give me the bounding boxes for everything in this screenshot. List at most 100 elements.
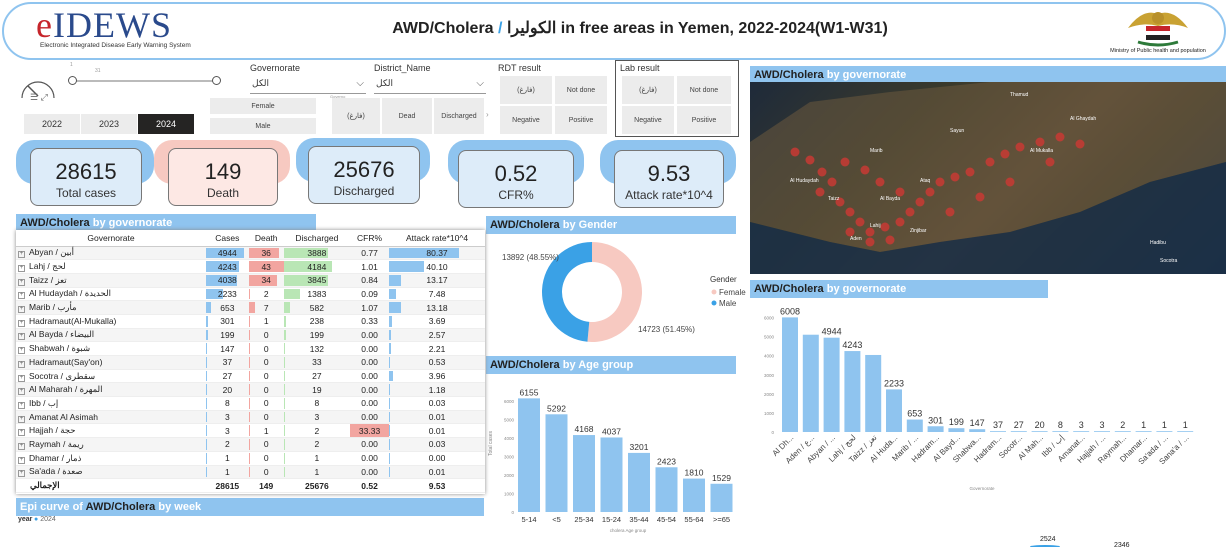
expand-icon[interactable]: + xyxy=(18,470,25,478)
year-2022-button[interactable]: 2022 xyxy=(24,114,80,134)
district-dropdown[interactable]: الكل ⌵ xyxy=(374,78,486,94)
table-header-3[interactable]: Discharged xyxy=(283,230,351,247)
filter-icon[interactable]: ☰ ⤢ xyxy=(30,92,48,102)
table-cell: 2 xyxy=(248,287,284,302)
table-databar xyxy=(283,466,285,478)
expand-icon[interactable]: + xyxy=(18,292,25,300)
table-cell: 0.00 xyxy=(350,396,390,411)
table-total-cell: 9.53 xyxy=(389,478,485,493)
table-header-0[interactable]: Governorate xyxy=(16,230,206,247)
table-row[interactable]: + Lahj / لحج 4243 43 4184 1.01 40.10 xyxy=(16,259,485,274)
week-slider-handle-left[interactable] xyxy=(68,76,77,85)
week-slider-track[interactable] xyxy=(70,80,216,82)
back-gauge-icon[interactable] xyxy=(18,66,58,106)
governorate-dropdown[interactable]: الكل ⌵ xyxy=(250,78,366,94)
table-row[interactable]: + Sa'ada / صعدة 1 0 1 0.00 0.01 xyxy=(16,465,485,480)
rdt-notdone-tile[interactable]: Not done xyxy=(555,76,607,104)
age-bar-label: 4037 xyxy=(602,426,621,436)
table-row[interactable]: + Taizz / تعز 4038 34 3845 0.84 13.17 xyxy=(16,273,485,288)
lab-notdone-tile[interactable]: Not done xyxy=(677,76,731,104)
age-bar-label: 6155 xyxy=(520,387,539,397)
table-cell: 20 xyxy=(206,382,249,398)
expand-icon[interactable]: + xyxy=(18,415,25,423)
rdt-positive-tile[interactable]: Positive xyxy=(555,106,607,134)
expand-icon[interactable]: + xyxy=(18,442,25,450)
expand-icon[interactable]: + xyxy=(18,374,25,382)
expand-icon[interactable]: + xyxy=(18,456,25,464)
table-databar xyxy=(283,247,329,259)
table-row[interactable]: + Al Bayda / البيضاء 199 0 199 0.00 2.57 xyxy=(16,328,485,343)
lab-blank-tile[interactable]: (فارغ) xyxy=(622,76,674,104)
lab-positive-tile[interactable]: Positive xyxy=(677,106,731,134)
gov-bar xyxy=(1177,431,1194,432)
table-row[interactable]: + Al Hudaydah / الحديدة 2233 2 1383 0.09 7.48 xyxy=(16,287,485,302)
expand-icon[interactable]: + xyxy=(18,265,25,273)
age-category-label: 55-64 xyxy=(684,515,703,524)
gov-chart-section-header: AWD/Cholera by governorate xyxy=(750,280,1048,298)
expand-icon[interactable]: + xyxy=(18,319,25,327)
table-databar xyxy=(248,398,250,409)
table-cell: 199 xyxy=(206,328,249,343)
expand-icon[interactable]: + xyxy=(18,401,25,409)
age-bar-label: 3201 xyxy=(630,442,649,452)
year-2023-button[interactable]: 2023 xyxy=(81,114,137,134)
table-row[interactable]: + Raymah / ريمة 2 0 2 0.00 0.03 xyxy=(16,437,485,452)
table-total-cell: الإجمالي xyxy=(16,478,206,493)
expand-icon[interactable]: + xyxy=(18,429,25,437)
table-header-2[interactable]: Death xyxy=(248,230,284,247)
table-databar xyxy=(283,302,291,313)
table-row[interactable]: + Dhamar / ذمار 1 0 1 0.00 0.00 xyxy=(16,451,485,466)
expand-icon[interactable]: + xyxy=(18,251,25,259)
table-cell: 2.57 xyxy=(389,328,485,343)
lab-negative-tile[interactable]: Negative xyxy=(622,106,674,134)
gov-y-tick: 6000 xyxy=(764,316,775,321)
table-header-4[interactable]: CFR% xyxy=(350,230,390,247)
table-databar xyxy=(206,384,207,396)
outcome-discharged-tile[interactable]: Discharged xyxy=(434,98,484,134)
expand-icon[interactable]: + xyxy=(18,388,25,396)
age-category-label: 15-24 xyxy=(602,515,621,524)
table-row[interactable]: + Shabwah / شبوة 147 0 132 0.00 2.21 xyxy=(16,341,485,356)
gov-bar-label: 301 xyxy=(928,415,943,425)
expand-icon[interactable]: + xyxy=(18,347,25,355)
table-cell: 3 xyxy=(206,410,249,425)
outcome-blank-tile[interactable]: (فارغ) xyxy=(332,98,380,134)
table-row[interactable]: + Hajjah / حجة 3 1 2 33.33 0.01 xyxy=(16,423,485,439)
table-row[interactable]: + Amanat Al Asimah 3 0 3 0.00 0.01 xyxy=(16,410,485,425)
table-row[interactable]: + Hadramaut(Al-Mukalla) 301 1 238 0.33 3.69 xyxy=(16,314,485,329)
table-row[interactable]: + Ibb / إب 8 0 8 0.00 0.03 xyxy=(16,396,485,411)
gender-male-tile[interactable]: Male xyxy=(210,118,316,134)
expand-icon[interactable]: + xyxy=(18,333,25,341)
table-cell: 1.07 xyxy=(350,300,390,315)
table-row[interactable]: + Marib / مأرب 653 7 582 1.07 13.18 xyxy=(16,300,485,315)
table-cell: + Shabwah / شبوة xyxy=(16,341,206,356)
yemen-map[interactable]: Thamud Al Ghaydah Sayun Al Mukalla Marib Ataq… xyxy=(750,82,1226,274)
expand-icon[interactable]: + xyxy=(18,306,25,314)
map-place-label: Lahij xyxy=(870,223,881,229)
map-place-label: Taizz xyxy=(828,196,840,202)
rdt-negative-tile[interactable]: Negative xyxy=(500,106,552,134)
table-header-5[interactable]: Attack rate*10^4 xyxy=(389,230,485,247)
rdt-blank-tile[interactable]: (فارغ) xyxy=(500,76,552,104)
table-row[interactable]: + Socotra / سقطرى 27 0 27 0.00 3.96 xyxy=(16,369,485,384)
table-cell: 132 xyxy=(283,341,351,356)
expand-icon[interactable]: + xyxy=(18,278,25,286)
gov-bar xyxy=(969,429,986,432)
gender-female-tile[interactable]: Female xyxy=(210,98,316,114)
outcome-dead-tile[interactable]: Dead xyxy=(382,98,432,134)
age-category-label: 5-14 xyxy=(521,515,536,524)
gov-bar-label: 3 xyxy=(1099,420,1104,430)
table-cell: 3 xyxy=(206,423,249,439)
table-row[interactable]: + Abyan / أبين 4944 36 3888 0.77 80.37 xyxy=(16,246,485,261)
age-y-tick: 2000 xyxy=(504,473,515,478)
year-2024-button[interactable]: 2024 xyxy=(138,114,194,134)
table-databar xyxy=(206,370,207,382)
expand-icon[interactable]: + xyxy=(18,360,25,368)
table-cell: + Al Hudaydah / الحديدة xyxy=(16,287,206,302)
table-row[interactable]: + Al Maharah / المهرة 20 0 19 0.00 1.18 xyxy=(16,382,485,398)
week-slider-handle-right[interactable] xyxy=(212,76,221,85)
governorate-filter-label: Governorate xyxy=(250,63,301,73)
chevron-right-icon[interactable]: › xyxy=(486,110,489,119)
table-row[interactable]: + Hadramaut(Say'on) 37 0 33 0.00 0.53 xyxy=(16,355,485,370)
table-header-1[interactable]: Cases xyxy=(206,230,249,247)
